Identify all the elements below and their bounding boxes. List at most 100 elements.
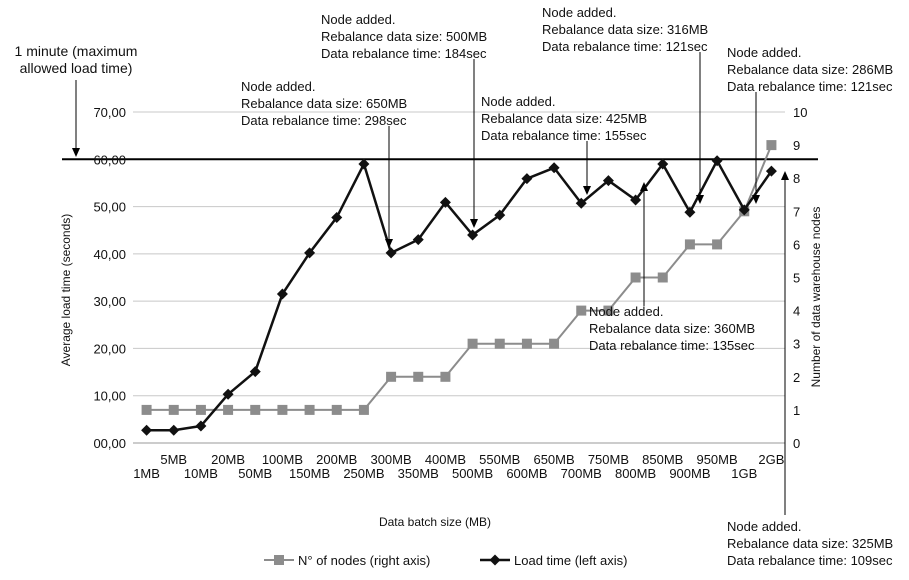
nodes-point xyxy=(141,404,152,415)
nodes-point xyxy=(657,272,668,283)
nodes-point xyxy=(195,404,206,415)
x-tick-label: 400MB xyxy=(425,452,466,467)
load-time-point xyxy=(331,211,343,223)
y2-tick-label: 7 xyxy=(793,204,800,219)
nodes-point xyxy=(766,140,777,151)
x-tick-label: 10MB xyxy=(184,466,218,481)
x-tick-label: 950MB xyxy=(696,452,737,467)
x-tick-label: 600MB xyxy=(506,466,547,481)
y2-tick-label: 1 xyxy=(793,403,800,418)
x-tick-label: 1MB xyxy=(133,466,160,481)
annotation-arrowhead xyxy=(781,171,789,180)
legend: N° of nodes (right axis) Load time (left… xyxy=(264,553,627,568)
legend-load-label: Load time (left axis) xyxy=(514,553,627,568)
annotation-text: Node added. xyxy=(481,94,555,109)
load-time-point xyxy=(385,247,397,259)
y-tick-label: 40,00 xyxy=(93,247,126,262)
annotation-arrowhead xyxy=(583,186,591,195)
x-tick-label: 700MB xyxy=(561,466,602,481)
nodes-point xyxy=(386,371,397,382)
x-tick-label: 1GB xyxy=(731,466,757,481)
load-time-point xyxy=(575,197,587,209)
annotation-text: Rebalance data size: 316MB xyxy=(542,22,708,37)
y-tick-label: 30,00 xyxy=(93,294,126,309)
x-axis-title: Data batch size (MB) xyxy=(379,515,491,529)
nodes-point xyxy=(521,338,532,349)
load-time-point xyxy=(494,209,506,221)
annotation-text: Rebalance data size: 325MB xyxy=(727,536,893,551)
annotation-text: Data rebalance time: 121sec xyxy=(542,39,708,54)
y2-tick-label: 4 xyxy=(793,304,800,319)
y-tick-label: 50,00 xyxy=(93,200,126,215)
nodes-point xyxy=(712,239,723,250)
nodes-point xyxy=(413,371,424,382)
annotation-text: Rebalance data size: 425MB xyxy=(481,111,647,126)
nodes-point xyxy=(603,305,614,316)
annotation-arrowhead xyxy=(752,195,760,204)
annotation-text: Data rebalance time: 121sec xyxy=(727,79,893,94)
x-tick-label: 750MB xyxy=(588,452,629,467)
y2-axis-ticks: 0 1 2 3 4 5 6 7 8 9 10 xyxy=(793,105,807,451)
nodes-point xyxy=(684,239,695,250)
annotation-arrowhead xyxy=(640,182,648,191)
y-tick-label: 20,00 xyxy=(93,341,126,356)
annotation-text: Node added. xyxy=(727,519,801,534)
nodes-point xyxy=(304,404,315,415)
load-time-point xyxy=(195,420,207,432)
annotation-arrowhead xyxy=(470,219,478,228)
legend-nodes-marker xyxy=(274,555,284,565)
y-tick-label: 10,00 xyxy=(93,389,126,404)
load-time-point xyxy=(711,155,723,167)
annotation-text: Rebalance data size: 650MB xyxy=(241,96,407,111)
load-time-point xyxy=(276,288,288,300)
y-tick-label: 60,00 xyxy=(93,152,126,167)
y-tick-label: 00,00 xyxy=(93,436,126,451)
load-time-point xyxy=(548,162,560,174)
x-tick-label: 500MB xyxy=(452,466,493,481)
legend-nodes-label: N° of nodes (right axis) xyxy=(298,553,430,568)
x-tick-label: 150MB xyxy=(289,466,330,481)
nodes-point xyxy=(223,404,234,415)
load-time-point xyxy=(602,175,614,187)
annotation-text: Data rebalance time: 155sec xyxy=(481,128,647,143)
x-tick-label: 100MB xyxy=(262,452,303,467)
load-time-point xyxy=(684,206,696,218)
x-tick-label: 550MB xyxy=(479,452,520,467)
y2-tick-label: 0 xyxy=(793,436,800,451)
x-tick-label: 5MB xyxy=(160,452,187,467)
y2-tick-label: 8 xyxy=(793,171,800,186)
x-tick-label: 800MB xyxy=(615,466,656,481)
annotation-text: Rebalance data size: 360MB xyxy=(589,321,755,336)
load-time-point xyxy=(249,366,261,378)
x-tick-label: 2GB xyxy=(758,452,784,467)
y2-tick-label: 9 xyxy=(793,138,800,153)
x-tick-label: 50MB xyxy=(238,466,272,481)
load-time-point xyxy=(738,204,750,216)
nodes-point xyxy=(494,338,505,349)
load-time-point xyxy=(630,194,642,206)
load-time-point xyxy=(765,165,777,177)
nodes-point xyxy=(549,338,560,349)
annotation-text: Rebalance data size: 500MB xyxy=(321,29,487,44)
nodes-series-line xyxy=(146,144,773,411)
load-time-point xyxy=(521,173,533,185)
annotation-text: Node added. xyxy=(542,5,616,20)
x-tick-label: 650MB xyxy=(533,452,574,467)
x-tick-label: 900MB xyxy=(669,466,710,481)
y-axis-ticks: 00,00 10,00 20,00 30,00 40,00 50,00 60,00 70,00 xyxy=(93,105,126,451)
nodes-point xyxy=(250,404,261,415)
grid-lines xyxy=(133,111,785,397)
reference-label-arrowhead xyxy=(72,148,80,157)
y-axis-title: Average load time (seconds) xyxy=(59,214,73,367)
y2-tick-label: 2 xyxy=(793,370,800,385)
load-time-point xyxy=(467,229,479,241)
load-time-point xyxy=(439,196,451,208)
reference-line-label: allowed load time) xyxy=(20,60,133,76)
annotation-text: Node added. xyxy=(241,79,315,94)
x-tick-label: 250MB xyxy=(343,466,384,481)
nodes-point xyxy=(331,404,342,415)
y2-tick-label: 10 xyxy=(793,105,807,120)
reference-line-label: 1 minute (maximum xyxy=(15,43,138,59)
